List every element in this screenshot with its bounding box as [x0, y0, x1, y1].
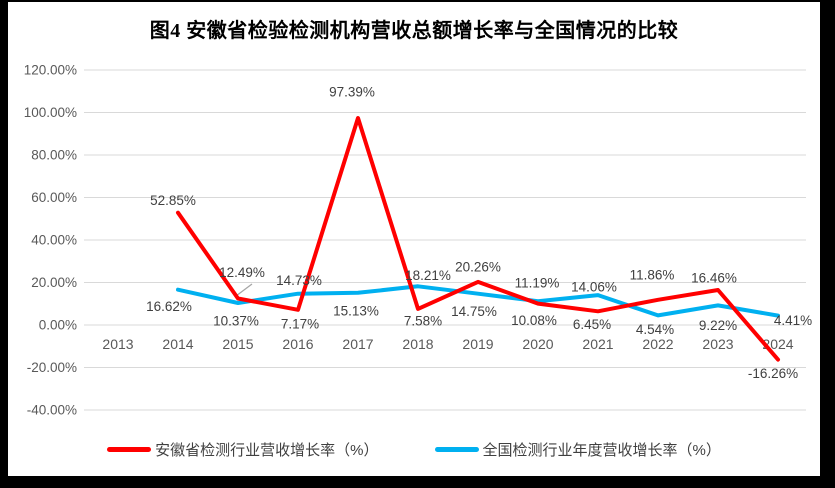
x-axis-labels: 2013 2014 2015 2016 2017 2018 2019 2020 2021 2022…: [102, 336, 793, 352]
data-label: 6.45%: [573, 317, 611, 332]
data-labels: 52.85% 12.49% 7.17% 97.39% 7.58% 20.26% 10.08%…: [146, 85, 812, 382]
data-label: 20.26%: [455, 259, 501, 274]
data-label: 14.73%: [276, 273, 322, 288]
data-label: 18.21%: [405, 268, 451, 283]
legend-item-anhui: 安徽省检测行业营收增长率（%）: [107, 439, 379, 460]
x-axis-tick-label: 2016: [282, 336, 313, 352]
data-label: 97.39%: [329, 85, 375, 100]
x-axis-tick-label: 2022: [642, 336, 673, 352]
series-line-national: [176, 284, 780, 318]
data-label: 4.54%: [636, 322, 674, 337]
data-label: 9.22%: [699, 318, 737, 333]
data-label: 14.75%: [451, 304, 497, 319]
x-axis-tick-label: 2014: [162, 336, 193, 352]
data-label: -16.26%: [748, 366, 798, 381]
y-axis-tick-label: 40.00%: [31, 233, 77, 248]
chart-background: [8, 2, 820, 476]
data-label: 11.86%: [630, 267, 675, 282]
x-axis-tick-label: 2019: [462, 336, 493, 352]
data-label: 7.58%: [404, 313, 442, 328]
y-axis-tick-label: 100.00%: [24, 105, 77, 120]
y-axis-tick-label: -40.00%: [27, 403, 77, 418]
y-axis-tick-label: 80.00%: [31, 148, 77, 163]
chart-title: 图4 安徽省检验检测机构营收总额增长率与全国情况的比较: [149, 20, 679, 42]
x-axis-tick-label: 2015: [222, 336, 253, 352]
x-axis-tick-label: 2023: [702, 336, 733, 352]
data-label: 16.62%: [146, 299, 192, 314]
data-label: 16.46%: [691, 271, 737, 286]
legend-line-swatch: [434, 446, 479, 452]
y-axis-tick-label: 60.00%: [31, 190, 77, 205]
data-label: 10.08%: [511, 313, 557, 328]
x-axis-tick-label: 2017: [342, 336, 373, 352]
gridlines: [84, 69, 806, 411]
legend-label: 安徽省检测行业营收增长率（%）: [155, 441, 379, 459]
series-line-anhui: [176, 116, 780, 362]
data-label: 15.13%: [333, 303, 379, 318]
y-axis-tick-label: 20.00%: [31, 275, 77, 290]
y-axis-tick-label: 0.00%: [39, 318, 77, 333]
legend-line-swatch: [107, 446, 152, 452]
y-axis-tick-label: -20.00%: [27, 360, 77, 375]
data-label: 12.49%: [219, 265, 265, 280]
data-label: 14.06%: [571, 280, 617, 295]
x-axis-tick-label: 2013: [102, 336, 133, 352]
data-label: 10.37%: [213, 313, 259, 328]
x-axis-tick-label: 2021: [582, 336, 613, 352]
data-label: 11.19%: [515, 276, 560, 291]
y-axis-tick-label: 120.00%: [24, 63, 77, 78]
legend-label: 全国检测行业年度营收增长率（%）: [482, 441, 721, 459]
data-label: 52.85%: [150, 193, 196, 208]
data-label: 7.17%: [281, 316, 319, 331]
data-label-leader-line: [235, 283, 253, 297]
chart-legend: 安徽省检测行业营收增长率（%） 全国检测行业年度营收增长率（%）: [8, 437, 820, 461]
x-axis-tick-label: 2018: [402, 336, 433, 352]
data-label: 4.41%: [774, 313, 812, 328]
legend-item-national: 全国检测行业年度营收增长率（%）: [434, 439, 721, 460]
x-axis-tick-label: 2020: [522, 336, 553, 352]
y-axis-labels: 120.00% 100.00% 80.00% 60.00% 40.00% 20.00% 0.…: [24, 63, 77, 418]
